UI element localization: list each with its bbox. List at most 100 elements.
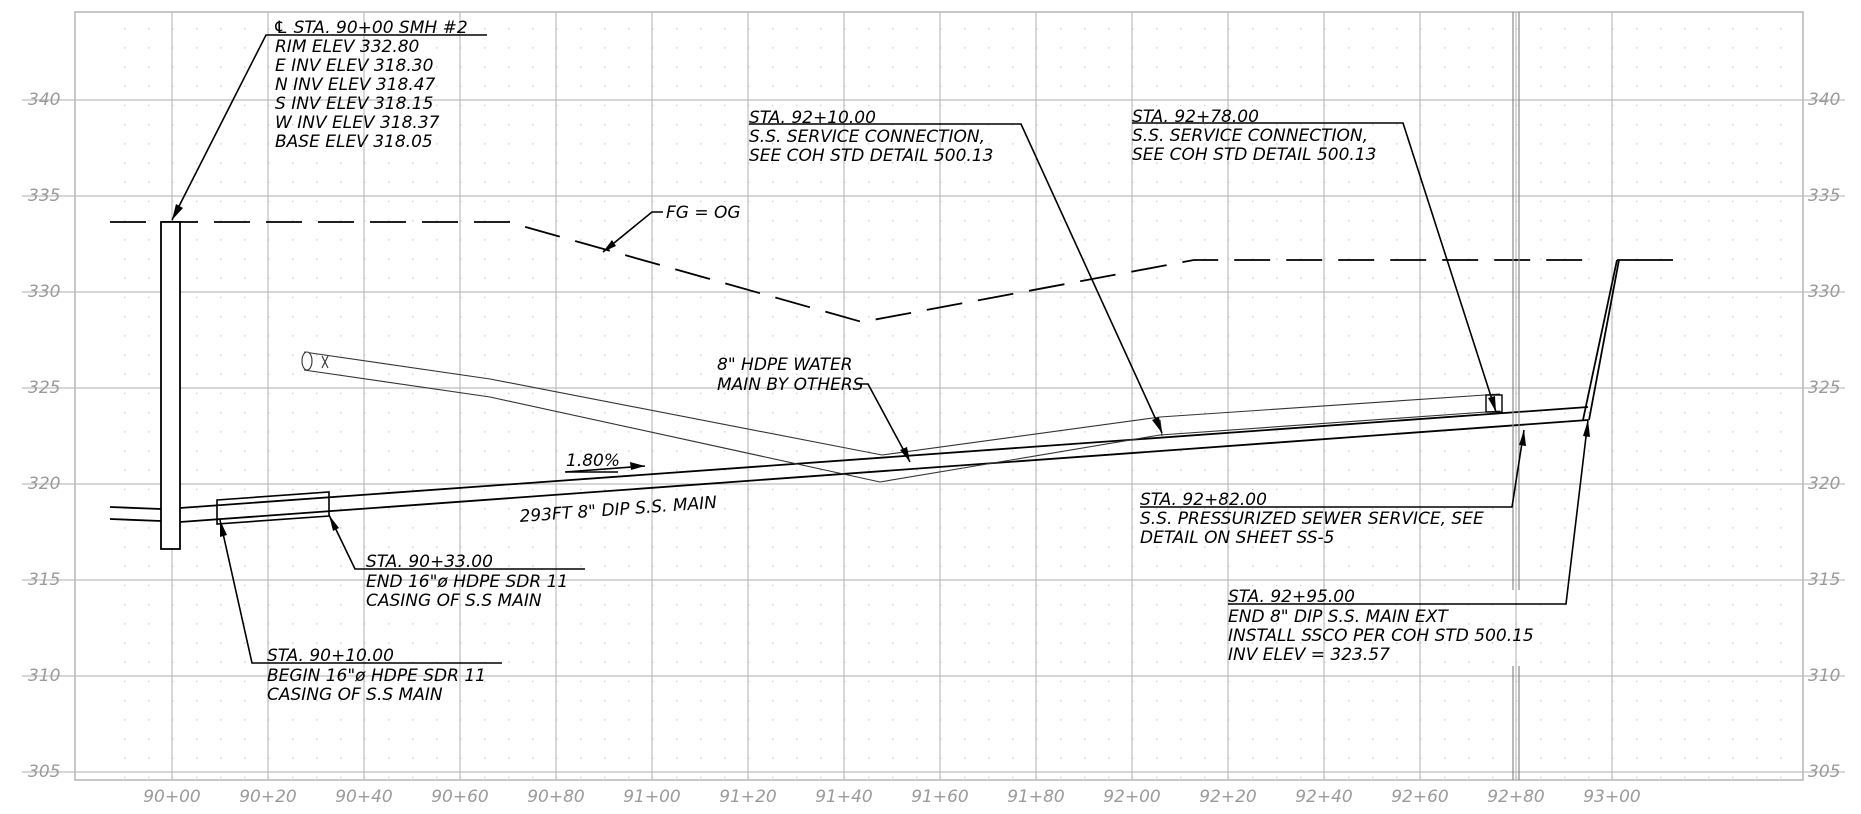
grid-dot [1300, 277, 1302, 279]
grid-dot [1684, 700, 1686, 702]
grid-dot [508, 604, 510, 606]
grid-dot [1756, 488, 1758, 491]
grid-dot [148, 316, 150, 318]
grid-dot [1516, 642, 1518, 644]
grid-dot [1708, 47, 1710, 49]
grid-dot [412, 162, 414, 164]
grid-dot [1012, 604, 1014, 606]
grid-dot [124, 469, 126, 471]
grid-dot [364, 584, 366, 587]
grid-dot [1252, 392, 1254, 395]
grid-dot [1180, 354, 1182, 356]
grid-dot [1300, 124, 1302, 126]
grid-dot [1780, 200, 1782, 203]
grid-dot [1348, 508, 1350, 510]
grid-dot [412, 565, 414, 567]
grid-dot [1492, 124, 1494, 126]
grid-dot [1252, 104, 1254, 107]
grid-dot [220, 546, 222, 548]
grid-dot [652, 239, 654, 241]
grid-dot [1252, 124, 1254, 126]
grid-dot [1684, 296, 1686, 299]
grid-dot [1660, 546, 1662, 548]
grid-dot [220, 85, 222, 87]
grid-dot [196, 450, 198, 452]
grid-dot [340, 738, 342, 740]
grid-dot [460, 143, 462, 145]
grid-dot [1756, 661, 1758, 663]
grid-dot [988, 181, 990, 183]
grid-dot [508, 680, 510, 683]
grid-dot [1180, 565, 1182, 567]
grid-dot [508, 450, 510, 452]
grid-dot [436, 104, 438, 107]
grid-dot [1060, 258, 1062, 260]
grid-dot [820, 181, 822, 183]
grid-dot [748, 143, 750, 145]
grid-dot [268, 28, 270, 30]
grid-dot [1348, 661, 1350, 663]
grid-dot [1588, 104, 1590, 107]
grid-dot [1204, 527, 1206, 529]
grid-dot [1132, 143, 1134, 145]
grid-dot [820, 719, 822, 721]
grid-dot [724, 373, 726, 375]
grid-dot [988, 277, 990, 279]
grid-dot [460, 316, 462, 318]
grid-dot [1396, 488, 1398, 491]
grid-dot [1756, 143, 1758, 145]
grid-dot [1108, 392, 1110, 395]
grid-dot [1708, 488, 1710, 491]
grid-dot [1396, 66, 1398, 68]
grid-dot [1372, 508, 1374, 510]
grid-dot [1324, 546, 1326, 548]
grid-dot [1012, 316, 1014, 318]
grid-dot [436, 200, 438, 203]
grid-dot [1492, 584, 1494, 587]
smh-leader-arrow [172, 204, 183, 220]
grid-dot [532, 124, 534, 126]
grid-dot [244, 28, 246, 30]
grid-dot [1132, 335, 1134, 337]
grid-dot [268, 181, 270, 183]
grid-dot [1108, 373, 1110, 375]
grid-dot [484, 143, 486, 145]
grid-dot [700, 258, 702, 260]
grid-dot [676, 200, 678, 203]
grid-dot [148, 47, 150, 49]
grid-dot [1348, 335, 1350, 337]
grid-dot [1036, 200, 1038, 203]
grid-dot [460, 392, 462, 395]
grid-dot [628, 604, 630, 606]
grid-dot [1396, 757, 1398, 759]
grid-dot [1468, 296, 1470, 299]
grid-dot [1540, 316, 1542, 318]
grid-dot [964, 642, 966, 644]
grid-dot [628, 28, 630, 30]
grid-dot [508, 700, 510, 702]
grid-dot [1684, 642, 1686, 644]
grid-dot [1444, 719, 1446, 721]
grid-dot [580, 546, 582, 548]
grid-dot [1060, 47, 1062, 49]
grid-dot [220, 200, 222, 203]
grid-dot [1324, 584, 1326, 587]
grid-dot [1684, 776, 1686, 779]
grid-dot [436, 220, 438, 222]
grid-dot [1324, 277, 1326, 279]
grid-dot [1420, 47, 1422, 49]
grid-dot [1708, 412, 1710, 414]
grid-dot [148, 200, 150, 203]
grid-dot [1108, 104, 1110, 107]
grid-dot [1300, 181, 1302, 183]
grid-dot [700, 623, 702, 625]
grid-dot [1084, 642, 1086, 644]
grid-dot [292, 181, 294, 183]
grid-dot [652, 373, 654, 375]
station-label: 92+20 [1199, 787, 1257, 807]
grid-dot [1348, 277, 1350, 279]
grid-dot [556, 680, 558, 683]
grid-dot [652, 738, 654, 740]
grid-dot [844, 200, 846, 203]
grid-dot [412, 28, 414, 30]
